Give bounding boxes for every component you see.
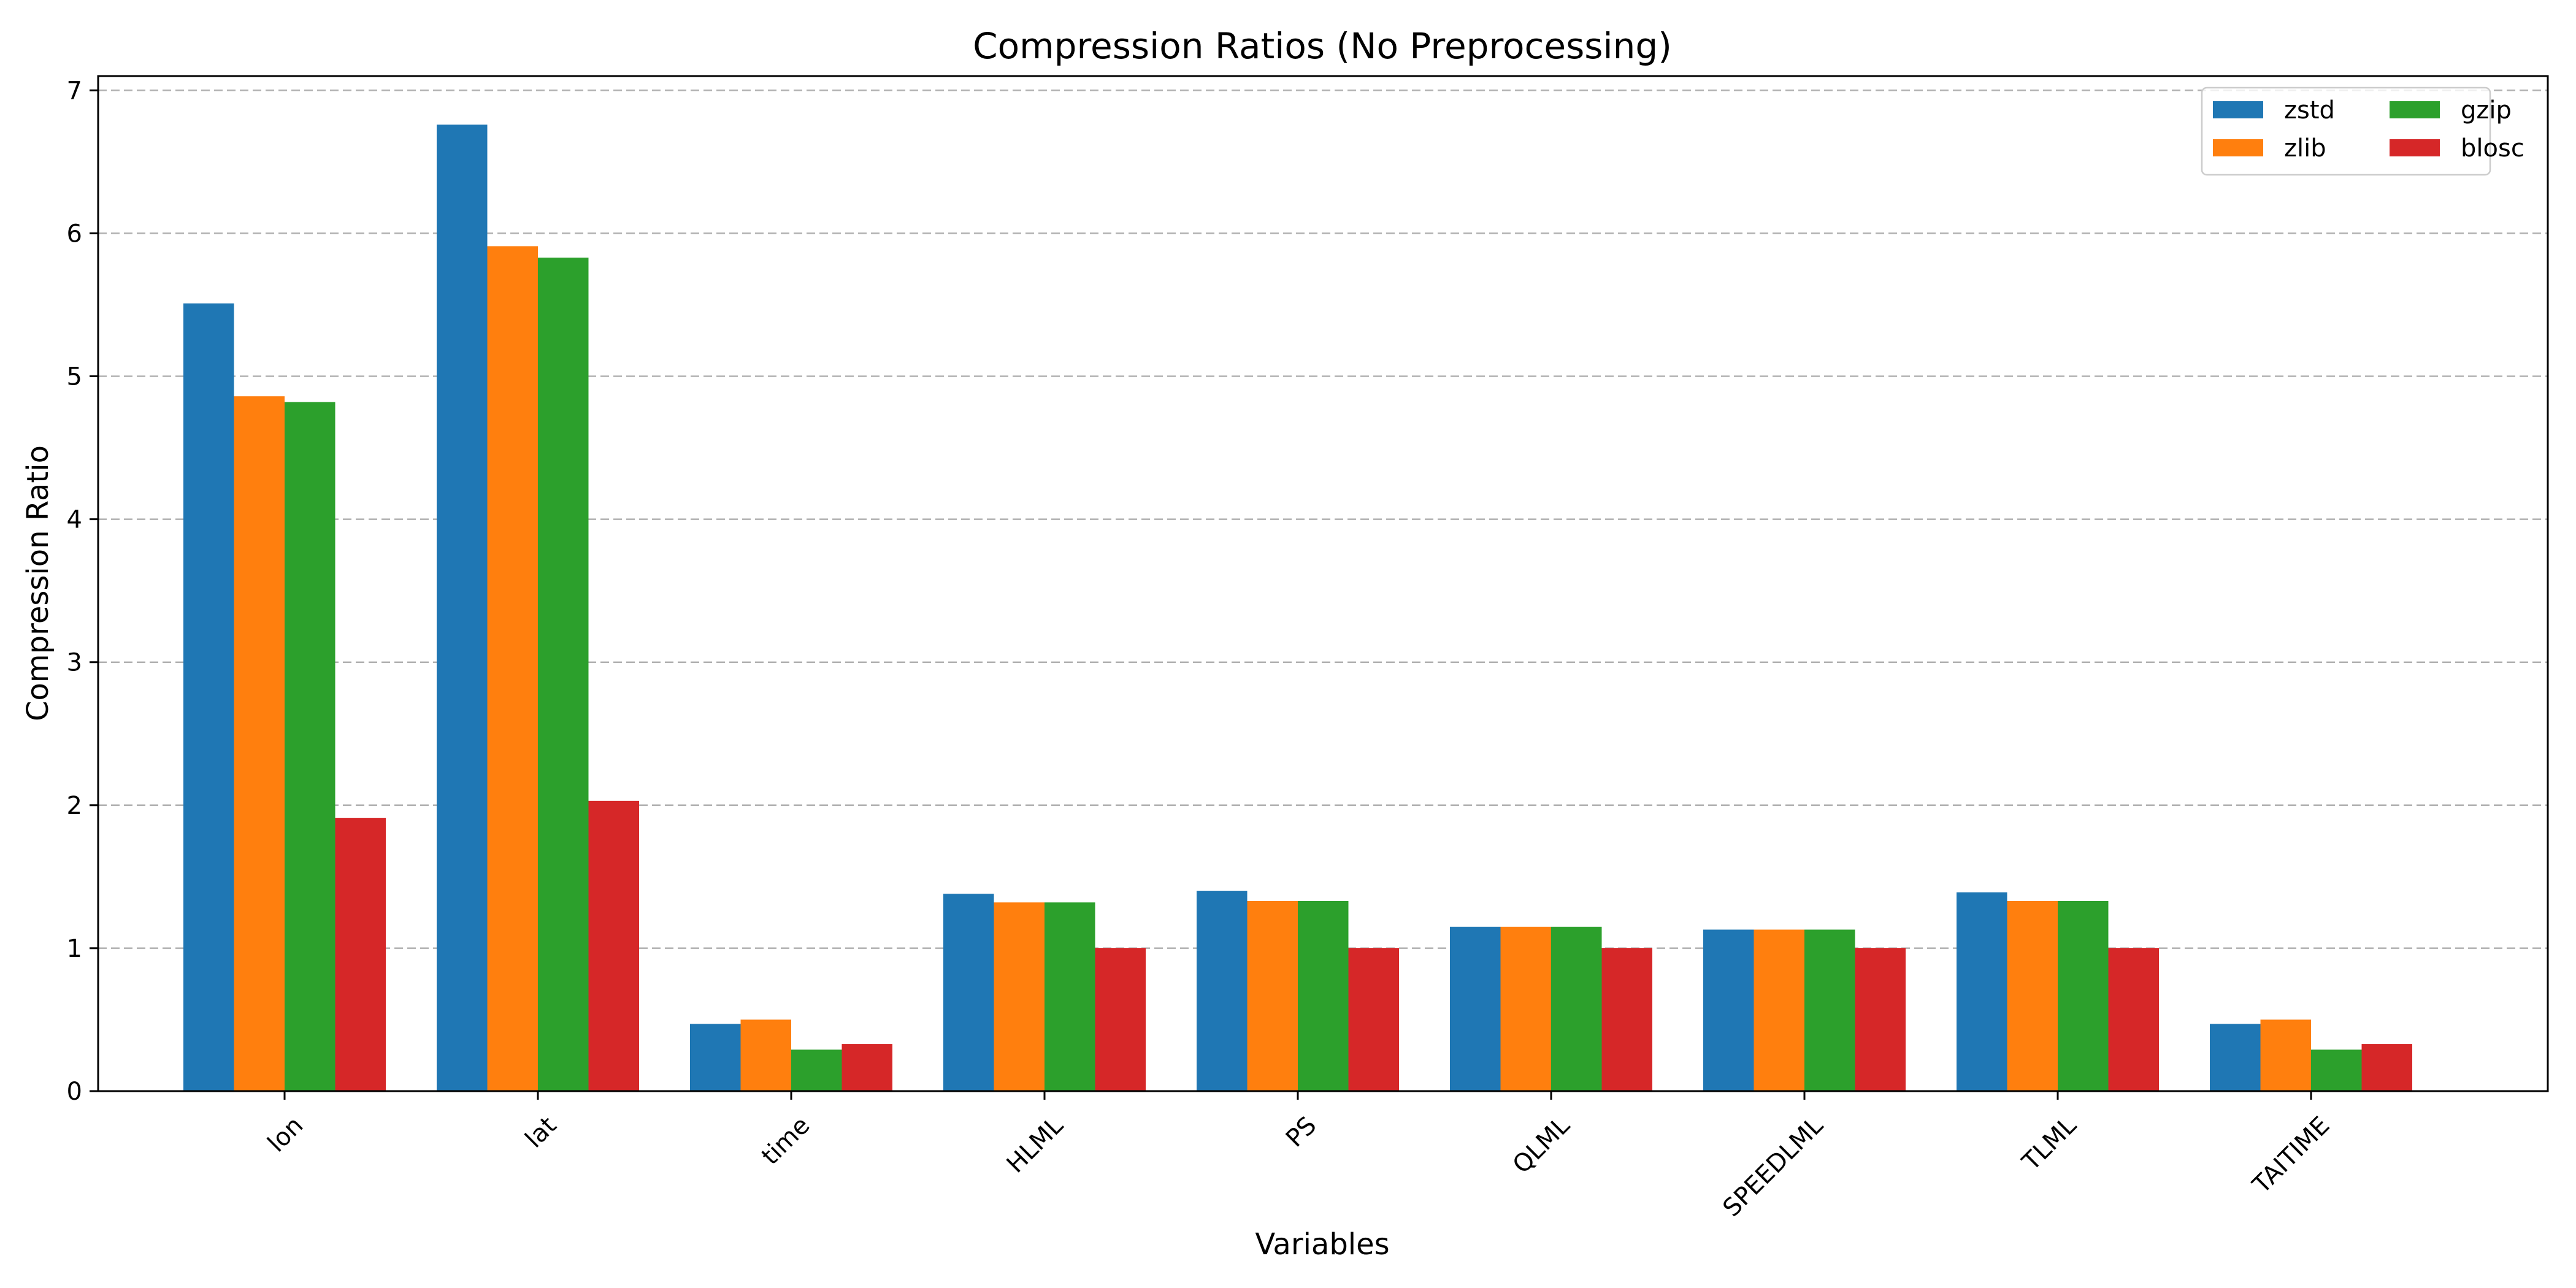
bar-gzip-HLML [1045, 902, 1095, 1091]
y-axis-label: Compression Ratio [21, 445, 55, 721]
bar-zstd-lon [183, 303, 234, 1092]
bar-gzip-TAITIME [2311, 1049, 2362, 1091]
legend-label-zlib: zlib [2284, 134, 2326, 163]
bar-blosc-SPEEDLML [1855, 948, 1906, 1091]
legend-swatch-zlib [2213, 139, 2263, 156]
bar-blosc-TAITIME [2361, 1044, 2412, 1091]
legend-swatch-zstd [2213, 101, 2263, 118]
plot-frame [97, 75, 2549, 1092]
bar-blosc-PS [1348, 948, 1399, 1091]
bar-zlib-HLML [994, 902, 1045, 1091]
y-tick-label: 5 [67, 363, 82, 391]
bar-gzip-PS [1298, 900, 1349, 1091]
bar-zstd-TAITIME [2210, 1024, 2261, 1091]
bar-gzip-lat [538, 258, 589, 1092]
bar-blosc-TLML [2108, 948, 2159, 1091]
bar-zstd-TLML [1957, 892, 2007, 1091]
legend-label-zstd: zstd [2284, 96, 2335, 125]
bar-zstd-PS [1197, 891, 1248, 1091]
bar-zlib-QLML [1500, 926, 1551, 1091]
bar-zlib-PS [1247, 900, 1298, 1091]
bar-zstd-lat [437, 125, 488, 1091]
y-tick-label: 2 [67, 792, 82, 820]
legend-box [2201, 86, 2491, 176]
legend-swatch-blosc [2390, 139, 2440, 156]
bar-zstd-QLML [1450, 926, 1501, 1091]
bar-gzip-time [791, 1049, 842, 1091]
y-axis-ticks: 0 1 2 3 4 5 6 7 [67, 77, 98, 1106]
bar-zlib-SPEEDLML [1754, 929, 1804, 1091]
bar-blosc-time [841, 1044, 892, 1091]
bar-blosc-HLML [1095, 948, 1146, 1091]
y-gridlines [98, 90, 2548, 949]
legend-swatch-gzip [2390, 101, 2440, 118]
bar-blosc-lat [588, 800, 639, 1091]
legend: zstd zlib gzip blosc [2201, 86, 2524, 176]
y-tick-label: 4 [67, 506, 82, 534]
y-tick-label: 3 [67, 649, 82, 677]
bar-gzip-QLML [1551, 926, 1602, 1091]
bar-gzip-lon [285, 402, 335, 1091]
x-axis-label: Variables [1255, 1227, 1389, 1262]
y-tick-label: 1 [67, 935, 82, 963]
legend-label-gzip: gzip [2461, 96, 2512, 125]
y-tick-label: 6 [67, 220, 82, 248]
bar-zlib-TLML [2007, 900, 2058, 1091]
y-tick-label: 0 [67, 1078, 82, 1106]
bar-zstd-time [690, 1024, 741, 1091]
bar-gzip-SPEEDLML [1804, 929, 1855, 1091]
bar-blosc-QLML [1601, 948, 1652, 1091]
bar-zlib-lon [234, 396, 285, 1091]
legend-label-blosc: blosc [2461, 134, 2524, 163]
bar-zlib-lat [487, 246, 538, 1091]
bar-zlib-time [740, 1019, 791, 1091]
bars [183, 125, 2412, 1092]
bar-zstd-HLML [943, 894, 994, 1091]
bar-zlib-TAITIME [2260, 1019, 2311, 1091]
y-tick-label: 7 [67, 77, 82, 105]
bar-zstd-SPEEDLML [1703, 929, 1754, 1091]
chart-title: Compression Ratios (No Preprocessing) [973, 25, 1672, 67]
bar-gzip-TLML [2058, 900, 2109, 1091]
bar-blosc-lon [335, 818, 386, 1091]
